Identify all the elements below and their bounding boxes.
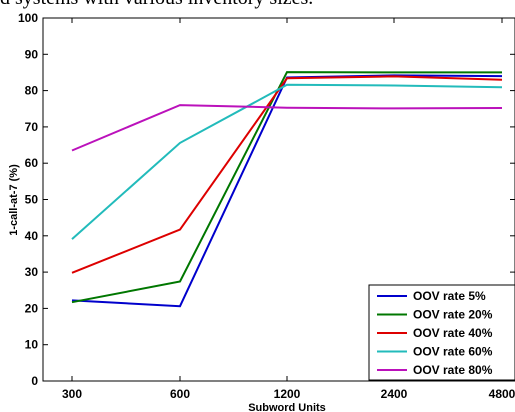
y-tick-label: 0 bbox=[31, 374, 38, 388]
y-tick-label: 30 bbox=[25, 265, 39, 279]
y-tick-label: 20 bbox=[25, 301, 39, 315]
series-line bbox=[71, 83, 503, 240]
y-tick-label: 10 bbox=[25, 338, 39, 352]
y-axis-ticks: 0 10 20 30 40 50 60 70 80 90 100 bbox=[18, 11, 515, 388]
series-line bbox=[71, 71, 502, 304]
legend-label: OOV rate 20% bbox=[413, 308, 493, 322]
x-tick-label: 1200 bbox=[274, 387, 301, 401]
x-tick-label: 300 bbox=[62, 387, 82, 401]
series-line bbox=[71, 104, 503, 152]
series-lines bbox=[71, 71, 503, 308]
y-tick-label: 100 bbox=[18, 11, 38, 25]
y-tick-label: 90 bbox=[25, 47, 39, 61]
legend-label: OOV rate 60% bbox=[413, 345, 493, 359]
y-tick-label: 50 bbox=[25, 193, 39, 207]
legend: OOV rate 5% OOV rate 20% OOV rate 40% OOV r… bbox=[368, 284, 515, 381]
x-axis-title: Subword Units bbox=[248, 402, 326, 412]
legend-label: OOV rate 40% bbox=[413, 326, 493, 340]
y-axis-title: 1-call-at-7 (%) bbox=[8, 164, 20, 236]
x-tick-label: 600 bbox=[170, 387, 190, 401]
y-tick-label: 70 bbox=[25, 120, 39, 134]
x-axis-ticks: 300 600 1200 2400 4800 bbox=[62, 18, 515, 401]
y-tick-label: 40 bbox=[25, 229, 39, 243]
legend-label: OOV rate 5% bbox=[413, 289, 486, 303]
y-tick-label: 80 bbox=[25, 84, 39, 98]
legend-label: OOV rate 80% bbox=[413, 363, 493, 377]
x-tick-label: 2400 bbox=[381, 387, 408, 401]
series-line bbox=[71, 75, 503, 274]
figure-caption: d systems with various inventory sizes. bbox=[0, 0, 515, 10]
y-tick-label: 60 bbox=[25, 156, 39, 170]
x-tick-label: 4800 bbox=[489, 387, 515, 401]
